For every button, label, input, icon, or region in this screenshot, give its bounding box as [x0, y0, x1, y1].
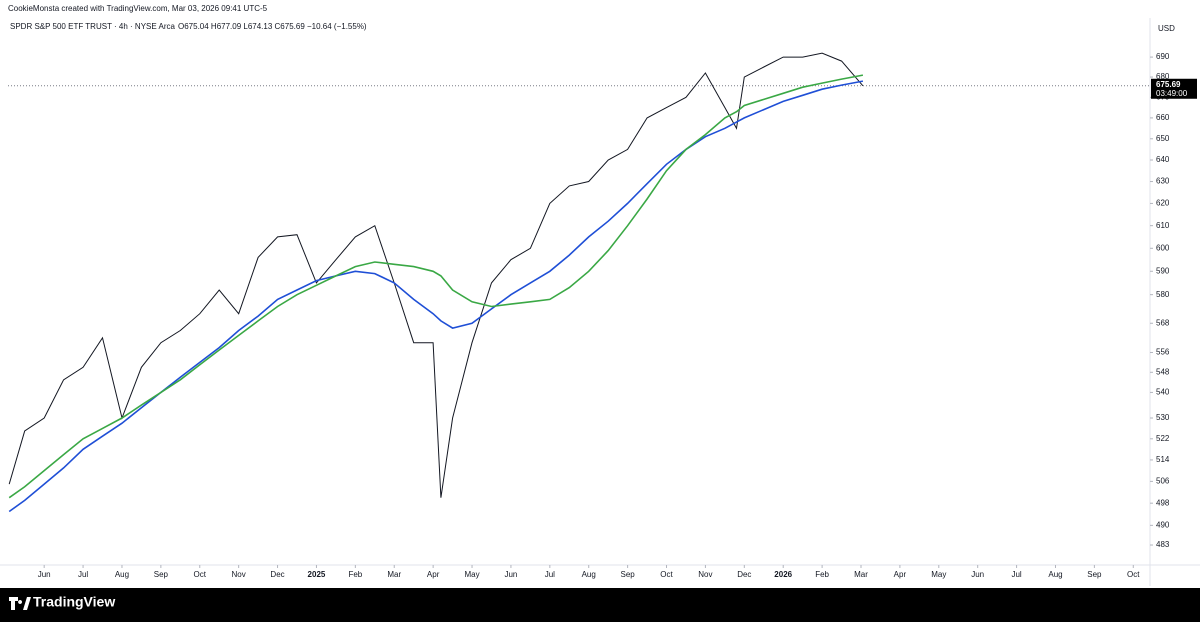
plot-area	[8, 52, 1150, 513]
x-tick-label: May	[464, 570, 479, 579]
footer	[0, 588, 1200, 622]
x-tick-label: May	[931, 570, 946, 579]
x-tick-label: Oct	[1127, 570, 1140, 579]
x-tick-label: Jun	[971, 570, 984, 579]
x-tick-label: Apr	[427, 570, 440, 579]
x-tick-label: Oct	[660, 570, 673, 579]
x-tick-label: Nov	[232, 570, 246, 579]
y-tick-label: 514	[1156, 455, 1170, 464]
y-tick-label: 630	[1156, 177, 1170, 186]
y-tick-label: 483	[1156, 540, 1170, 549]
y-tick-label: 690	[1156, 52, 1170, 61]
x-tick-label: 2026	[774, 570, 792, 579]
y-tick-label: 498	[1156, 498, 1170, 507]
y-tick-label: 610	[1156, 221, 1170, 230]
x-tick-label: Jul	[78, 570, 88, 579]
credit: CookieMonsta created with TradingView.co…	[8, 4, 268, 13]
x-tick-label: Dec	[270, 570, 284, 579]
x-tick-label: Sep	[154, 570, 169, 579]
x-tick-label: Mar	[854, 570, 868, 579]
y-tick-label: 506	[1156, 476, 1170, 485]
x-tick-label: 2025	[308, 570, 326, 579]
x-tick-label: Jun	[38, 570, 51, 579]
x-tick-label: Aug	[582, 570, 596, 579]
y-tick-label: 490	[1156, 520, 1170, 529]
symbol-title: SPDR S&P 500 ETF TRUST · 4h · NYSE Arca	[10, 22, 175, 31]
x-tick-label: Sep	[621, 570, 636, 579]
y-tick-label: 590	[1156, 266, 1170, 275]
currency: USD	[1158, 24, 1175, 33]
y-tick-label: 556	[1156, 348, 1170, 357]
last-price-box	[1151, 78, 1197, 99]
x-tick-label: Jul	[1011, 570, 1021, 579]
x-tick-label: Nov	[698, 570, 712, 579]
series-line	[8, 74, 864, 499]
y-tick-label: 650	[1156, 134, 1170, 143]
x-tick-label: Dec	[737, 570, 751, 579]
y-tick-label: 600	[1156, 243, 1170, 252]
x-tick-label: Sep	[1087, 570, 1102, 579]
y-tick-label: 522	[1156, 434, 1170, 443]
series-line	[8, 52, 864, 498]
y-tick-label: 680	[1156, 72, 1170, 81]
ohlc-legend: O675.04 H677.09 L674.13 C675.69 −10.64 (…	[178, 22, 367, 31]
x-tick-label: Apr	[894, 570, 907, 579]
logo-mark	[9, 597, 31, 610]
axes: 483 490 498 506 514 522 530 540 548 556 568 580 590 6…	[38, 52, 1197, 579]
y-tick-label: 540	[1156, 388, 1170, 397]
x-tick-label: Feb	[348, 570, 362, 579]
x-tick-label: Aug	[115, 570, 129, 579]
y-tick-label: 580	[1156, 290, 1170, 299]
brand: TradingView	[33, 594, 115, 610]
y-tick-label: 660	[1156, 113, 1170, 122]
last-price-label: 675.69	[1156, 80, 1181, 89]
y-tick-label: 640	[1156, 155, 1170, 164]
x-tick-label: Oct	[194, 570, 207, 579]
x-tick-label: Mar	[387, 570, 401, 579]
y-tick-label: 530	[1156, 413, 1170, 422]
y-tick-label: 620	[1156, 199, 1170, 208]
y-tick-label: 548	[1156, 367, 1170, 376]
x-tick-label: Jun	[504, 570, 517, 579]
brand-logo	[9, 597, 31, 610]
x-tick-label: Jul	[545, 570, 555, 579]
y-tick-label: 568	[1156, 318, 1170, 327]
x-tick-label: Feb	[815, 570, 829, 579]
countdown-label: 03:49:00	[1156, 89, 1188, 98]
x-tick-label: Aug	[1048, 570, 1062, 579]
